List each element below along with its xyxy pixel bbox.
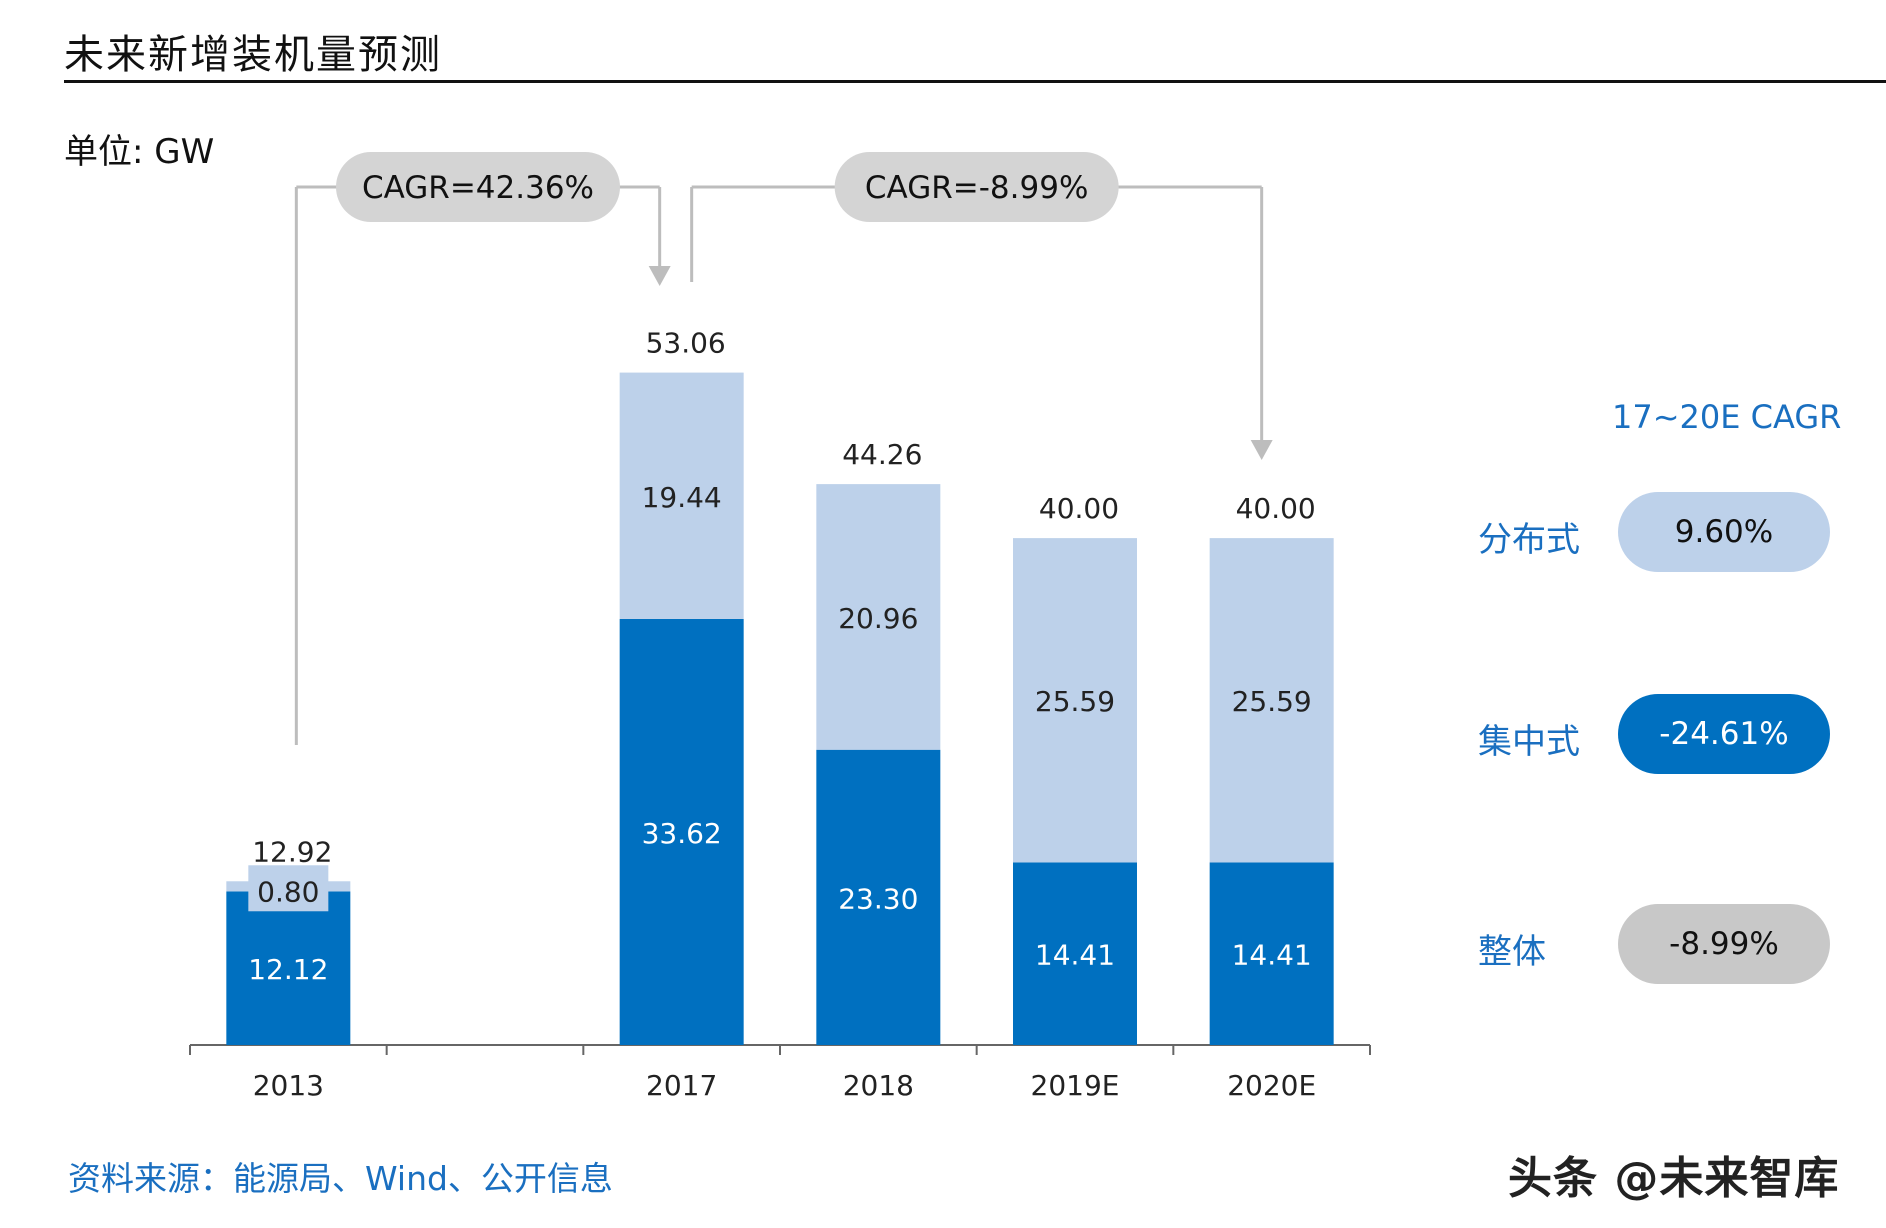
cagr-arrow-head <box>648 266 671 286</box>
bar-segment-label: 14.41 <box>1232 939 1312 972</box>
cagr-value-pill-overall: -8.99% <box>1618 904 1830 984</box>
x-tick-label: 2020E <box>1227 1069 1316 1102</box>
cagr-panel-heading: 17~20E CAGR <box>1612 398 1842 436</box>
bar-segment-label: 14.41 <box>1035 939 1115 972</box>
bar-segment-1 <box>1013 538 1137 863</box>
cagr-annotation-pill <box>336 152 620 222</box>
bar-segment-0 <box>1209 862 1334 1045</box>
bar-total-label: 12.92 <box>252 835 332 868</box>
bar-segment-label: 33.62 <box>642 817 722 850</box>
x-tick-label: 2018 <box>843 1069 914 1102</box>
bar-total-label: 40.00 <box>1236 492 1316 525</box>
cagr-value-distributed: 9.60% <box>1674 514 1774 550</box>
cagr-annotation-text: CAGR=42.36% <box>362 170 594 206</box>
title-divider <box>64 80 1886 83</box>
bar-segment-label: 12.12 <box>248 953 328 986</box>
cagr-value-pill-centralized: -24.61% <box>1618 694 1830 774</box>
x-tick-label: 2017 <box>646 1069 717 1102</box>
cagr-annotation-pill <box>834 152 1119 222</box>
unit-label: 单位: GW <box>64 132 215 172</box>
cagr-value-pill-distributed: 9.60% <box>1618 492 1830 572</box>
source-note: 资料来源：能源局、Wind、公开信息 <box>68 1159 613 1198</box>
cagr-value-centralized: -24.61% <box>1659 716 1789 752</box>
small-segment-label-box <box>248 865 329 912</box>
x-tick-label: 2013 <box>253 1069 324 1102</box>
cagr-row-label-overall: 整体 <box>1478 932 1546 972</box>
cagr-arrow-head <box>1250 440 1273 460</box>
cagr-row-label-distributed: 分布式 <box>1478 520 1580 560</box>
bar-segment-label: 25.59 <box>1035 685 1115 718</box>
bar-segment-1 <box>1209 538 1334 863</box>
bar-segment-0 <box>816 749 941 1045</box>
cagr-annotation-text: CAGR=-8.99% <box>865 170 1089 206</box>
bar-segment-label: 25.59 <box>1232 685 1312 718</box>
bar-total-label: 53.06 <box>646 327 726 360</box>
bar-total-label: 40.00 <box>1039 492 1119 525</box>
bar-segment-1 <box>619 372 744 619</box>
chart-title: 未来新增装机量预测 <box>64 32 442 78</box>
watermark: 头条 @未来智库 <box>1508 1153 1840 1204</box>
bar-segment-label: 23.30 <box>838 882 918 915</box>
cagr-row-label-centralized: 集中式 <box>1478 722 1580 762</box>
x-tick-label: 2019E <box>1031 1069 1120 1102</box>
bar-segment-label: 19.44 <box>642 481 722 514</box>
bar-segment-label: 20.96 <box>838 602 918 635</box>
bar-segment-label: 0.80 <box>257 875 319 908</box>
bar-segment-0 <box>1013 862 1137 1045</box>
bar-total-label: 44.26 <box>842 438 922 471</box>
bar-segment-0 <box>226 891 351 1045</box>
cagr-value-overall: -8.99% <box>1669 926 1779 962</box>
bar-segment-0 <box>619 618 744 1045</box>
bar-segment-1 <box>816 484 941 750</box>
